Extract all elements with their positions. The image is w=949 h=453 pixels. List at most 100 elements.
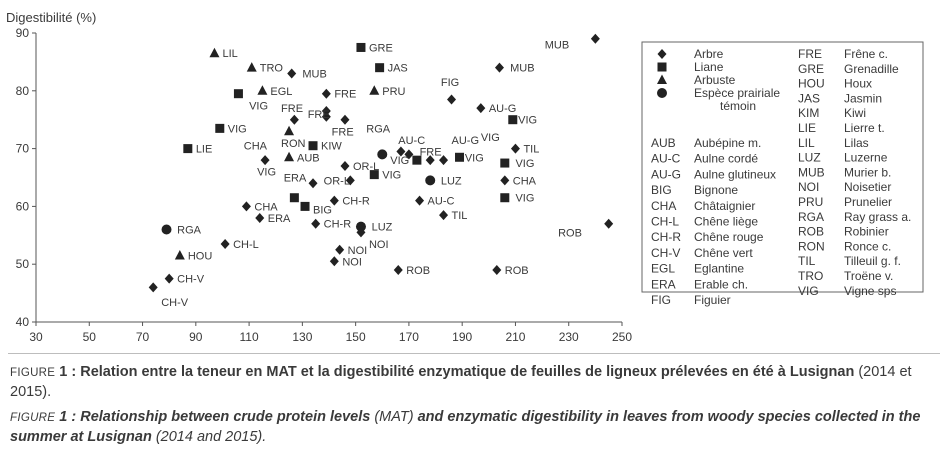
point-vig-square: [508, 115, 518, 125]
legend-name: Kiwi: [844, 106, 866, 120]
point-kiw-square: [308, 141, 318, 151]
legend-name: Ronce c.: [844, 239, 891, 253]
point-label: FRE: [334, 89, 356, 101]
y-axis-label: Digestibilité (%): [6, 10, 96, 25]
point-rob-diamond: [393, 264, 403, 275]
legend-name: Châtaignier: [694, 199, 755, 213]
y-tick-label: 90: [16, 26, 30, 40]
caption-en-title: Relationship between crude protein level…: [80, 409, 371, 425]
point-label: FRE: [308, 109, 330, 121]
point-label: ROB: [558, 227, 582, 239]
point-label: FRE: [420, 146, 442, 158]
legend-name: Frêne c.: [844, 47, 888, 61]
point-label: KIW: [321, 141, 342, 153]
point-label: AU-C: [398, 135, 425, 147]
point-label: AUB: [297, 152, 320, 164]
axes: 30 50 70 90 110 130 150 170 190 210 230 250 40 50 60 70…: [16, 26, 633, 344]
point-label: CHA: [244, 141, 268, 153]
legend-name: Troëne v.: [844, 269, 893, 283]
point-era-diamond: [255, 212, 265, 223]
point-ch-v-diamond: [148, 282, 158, 293]
legend-code: AUB: [651, 136, 676, 150]
legend-label: témoin: [720, 99, 756, 113]
point-label: OR-L: [324, 175, 350, 187]
legend-name: Aulne cordé: [694, 152, 758, 166]
point-label: ERA: [268, 213, 291, 225]
point-til-diamond: [510, 143, 520, 154]
legend-code: HOU: [798, 77, 825, 91]
legend-diamond-icon: [657, 49, 667, 59]
caption-en-suffix: (2014 and 2015).: [155, 429, 267, 445]
point-label: CH-L: [233, 239, 259, 251]
point-cha-diamond: [260, 155, 270, 166]
legend-name: Lilas: [844, 136, 869, 150]
x-tick-label: 230: [559, 330, 579, 344]
point-label: TIL: [523, 144, 539, 156]
point-label: LUZ: [441, 175, 462, 187]
legend-name: Erable ch.: [694, 277, 748, 291]
caption-french: Figure 1 : Relation entre la teneur en M…: [10, 363, 940, 402]
point-label: VIG: [481, 132, 500, 144]
legend-code: AU-G: [651, 167, 681, 181]
legend-code: ROB: [798, 225, 824, 239]
point-label: VIG: [518, 115, 537, 127]
x-tick-label: 50: [83, 330, 97, 344]
point-ch-v-diamond: [164, 273, 174, 284]
legend-code: NOI: [798, 180, 819, 194]
point-noi-diamond: [329, 256, 339, 267]
legend-name: Grenadille: [844, 62, 899, 76]
point-label: MUB: [302, 68, 326, 80]
y-tick-label: 40: [16, 315, 30, 329]
point-fre-diamond: [289, 114, 299, 125]
point-label: VIG: [515, 158, 534, 170]
point-big-square: [300, 201, 310, 211]
legend-square-icon: [657, 62, 667, 72]
legend-code: CH-L: [651, 215, 679, 229]
point-noi-diamond: [356, 227, 366, 238]
point-era-diamond: [308, 178, 318, 189]
point-fre-diamond: [321, 111, 331, 122]
legend-name: Ray grass a.: [844, 210, 911, 224]
point-vig-square: [455, 152, 465, 162]
legend-code: KIM: [798, 106, 819, 120]
legend-code: ERA: [651, 277, 676, 291]
point-label: VIG: [382, 170, 401, 182]
point-vig-square: [412, 155, 422, 165]
point-label: VIG: [257, 167, 276, 179]
legend-code: TIL: [798, 254, 816, 268]
legend-triangle-icon: [657, 74, 667, 84]
caption-en-prefix: Figure: [10, 412, 56, 424]
x-tick-label: 170: [399, 330, 419, 344]
legend-code: EGL: [651, 262, 675, 276]
point-label: EGL: [270, 86, 292, 98]
x-tick-label: 210: [505, 330, 525, 344]
legend-box: [641, 41, 924, 293]
legend-name: Aulne glutineux: [694, 167, 776, 181]
legend-label: Arbre: [694, 47, 724, 61]
legend-code: PRU: [798, 195, 823, 209]
caption-divider: [8, 353, 940, 354]
point-tro-triangle: [246, 62, 257, 72]
point-label: CHA: [513, 175, 537, 187]
caption-fr-prefix: Figure: [10, 367, 56, 379]
point-label: NOI: [348, 245, 368, 257]
point-egl-triangle: [257, 85, 268, 95]
point-gre-square: [356, 42, 366, 52]
point-label: PRU: [382, 86, 405, 98]
point-til-diamond: [439, 210, 449, 221]
caption-english: Figure 1 : Relationship between crude pr…: [10, 408, 940, 447]
point-label: MUB: [510, 63, 534, 75]
y-tick-label: 80: [16, 84, 30, 98]
x-tick-label: 70: [136, 330, 150, 344]
point-hou-triangle: [174, 250, 185, 260]
point-luz-circle: [355, 221, 366, 232]
legend-code: AU-C: [651, 152, 681, 166]
point-label: TIL: [452, 210, 468, 222]
point-rga-circle: [377, 149, 388, 160]
legend-name: Vigne sps: [844, 284, 896, 298]
legend-label: Arbuste: [694, 73, 736, 87]
point-label: CH-R: [342, 196, 370, 208]
legend-name: Noisetier: [844, 180, 891, 194]
point-vig-square: [233, 89, 243, 99]
